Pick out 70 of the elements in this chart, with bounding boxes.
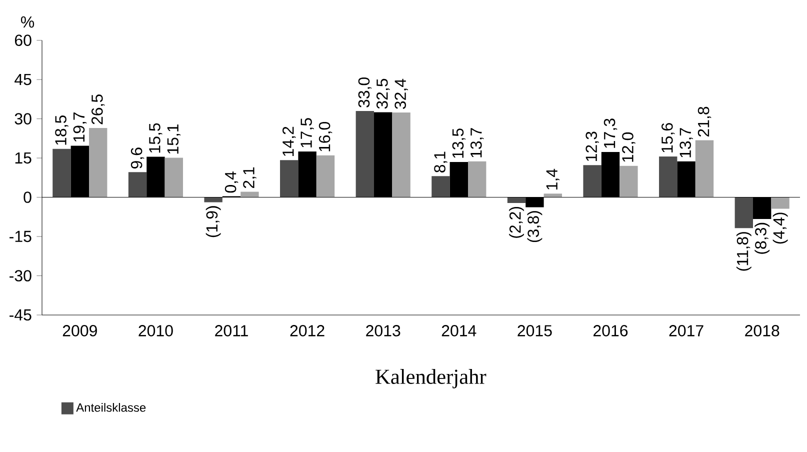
bar: [734, 197, 753, 228]
bar: [240, 192, 259, 198]
bar: [280, 160, 298, 198]
bar: [204, 197, 222, 202]
bar: [164, 158, 183, 198]
data-label: (2,2): [509, 206, 524, 238]
x-tick-label: 2009: [62, 325, 97, 336]
data-label: 21,8: [698, 106, 712, 137]
y-tick-label: 15: [15, 152, 32, 164]
bar: [507, 197, 526, 204]
data-label: 14,2: [282, 126, 296, 156]
y-tick-label: -30: [10, 270, 32, 282]
x-axis-title: Kalenderjahr: [376, 368, 486, 388]
data-label: 15,5: [149, 123, 162, 153]
bar: [583, 165, 602, 198]
x-tick-label: 2014: [442, 325, 476, 336]
data-label: 2,1: [243, 167, 256, 188]
x-tick-label: 2018: [745, 325, 780, 336]
data-label: 8,1: [434, 152, 448, 172]
data-label: 15,6: [662, 123, 675, 152]
y-axis-title: %: [20, 16, 34, 28]
y-tick-label: 30: [14, 113, 32, 124]
data-label: 16,0: [318, 122, 332, 152]
bar: [52, 148, 71, 198]
data-label: 17,5: [300, 118, 314, 148]
x-tick-label: 2010: [138, 325, 173, 336]
data-label: 12,0: [622, 132, 636, 162]
y-tick-label: -15: [10, 230, 32, 242]
y-tick-label: 45: [14, 74, 32, 86]
data-label: 15,1: [167, 124, 180, 154]
bar: [468, 161, 486, 198]
bar: [356, 110, 374, 198]
data-label: (3,8): [527, 211, 542, 242]
x-tick-label: 2011: [215, 325, 248, 336]
data-label: 13,7: [470, 128, 484, 158]
y-tick-label: 60: [14, 34, 32, 46]
bar: [392, 112, 410, 198]
x-tick-label: 2015: [518, 325, 552, 336]
bar: [432, 176, 450, 198]
x-tick-label: 2017: [669, 325, 704, 336]
y-tick-label: -45: [10, 309, 32, 321]
x-tick-label: 2012: [290, 325, 324, 336]
data-label: 32,5: [376, 78, 390, 109]
data-label: 33,0: [358, 77, 372, 108]
data-label: 0,4: [224, 172, 238, 193]
x-tick-label: 2016: [593, 325, 628, 336]
data-label: (8,3): [754, 222, 770, 254]
bar: [659, 156, 678, 198]
legend-label: Anteilsklasse: [76, 402, 146, 412]
y-tick-label: 0: [24, 192, 32, 203]
data-label: (11,8): [736, 232, 752, 271]
data-label: 32,4: [394, 78, 408, 109]
data-label: (4,4): [772, 212, 788, 244]
bar: [89, 128, 108, 198]
data-label: 13,5: [452, 128, 466, 158]
data-label: 18,5: [55, 115, 68, 145]
data-label: 12,3: [586, 132, 599, 161]
data-label: 19,7: [73, 112, 87, 142]
bar: [695, 140, 714, 198]
data-label: 9,6: [130, 148, 144, 168]
bar: [620, 166, 638, 198]
data-label: 26,5: [91, 94, 105, 124]
bar: [128, 172, 147, 198]
data-label: (1,9): [206, 206, 221, 238]
bar: [316, 155, 335, 198]
bar: [771, 197, 790, 209]
data-label: 17,3: [604, 118, 618, 148]
x-tick-label: 2013: [366, 325, 400, 336]
data-label: 13,7: [680, 128, 693, 158]
data-label: 1,4: [546, 168, 560, 190]
